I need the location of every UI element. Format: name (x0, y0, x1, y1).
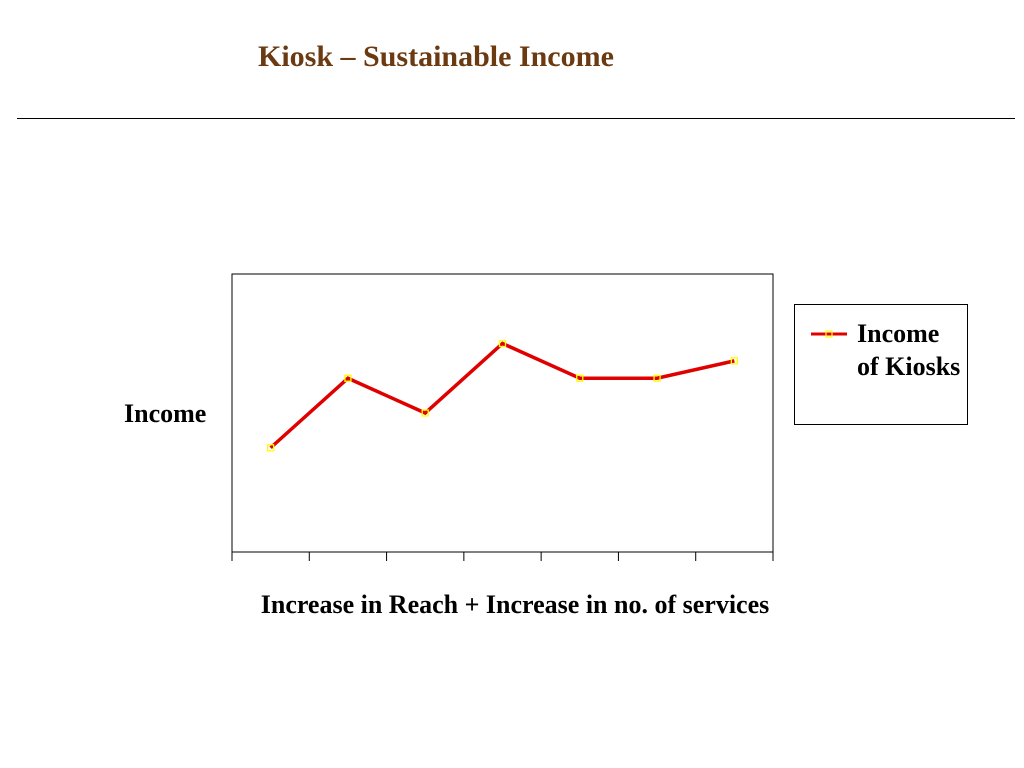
title-divider (17, 118, 1015, 119)
data-point-marker (653, 374, 661, 382)
data-point-marker (421, 409, 429, 417)
data-point-marker (344, 374, 352, 382)
slide-title: Kiosk – Sustainable Income (258, 40, 614, 73)
y-axis-label: Income (124, 399, 207, 428)
plot-area-frame (231, 273, 774, 553)
series-layer (266, 339, 739, 452)
legend: Income of Kiosks (794, 304, 968, 425)
x-axis-ticks (231, 552, 774, 561)
legend-label: Income of Kiosks (857, 319, 961, 381)
x-axis-label: Increase in Reach + Increase in no. of s… (260, 590, 770, 619)
data-point-marker (266, 444, 275, 452)
data-point-marker (576, 374, 584, 382)
legend-swatch (811, 330, 847, 338)
series-line (269, 341, 735, 450)
data-point-marker (498, 339, 507, 348)
data-point-marker (730, 357, 739, 365)
